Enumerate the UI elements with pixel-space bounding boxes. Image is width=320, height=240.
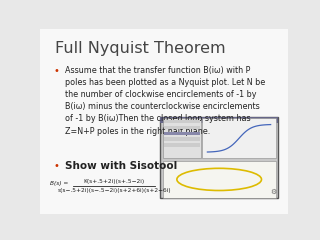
Text: •: • xyxy=(54,66,60,76)
Text: Full Nyquist Theorem: Full Nyquist Theorem xyxy=(55,41,226,56)
Text: Show with Sisotool: Show with Sisotool xyxy=(65,161,177,171)
Text: •: • xyxy=(54,161,60,171)
FancyBboxPatch shape xyxy=(36,26,292,216)
Bar xyxy=(164,126,200,129)
Text: K(s+.5+2i)(s+.5−2i): K(s+.5+2i)(s+.5−2i) xyxy=(84,180,145,184)
FancyBboxPatch shape xyxy=(160,117,278,198)
Bar xyxy=(160,117,278,123)
Bar xyxy=(164,120,200,123)
Text: s(s−.5+2i)(s−.5−2i)(s+2+6i)(s+2−6i): s(s−.5+2i)(s−.5−2i)(s+2+6i)(s+2−6i) xyxy=(58,188,171,193)
Text: ⚙: ⚙ xyxy=(270,189,276,195)
Text: Assume that the transfer function B(iω) with P
poles has been plotted as a Nyqui: Assume that the transfer function B(iω) … xyxy=(65,66,265,136)
Bar xyxy=(164,138,200,141)
Text: B(s) =: B(s) = xyxy=(50,181,68,186)
Bar xyxy=(203,118,276,158)
Bar xyxy=(163,161,276,198)
Bar xyxy=(163,118,201,158)
Bar xyxy=(164,143,200,147)
Bar xyxy=(164,132,200,135)
Bar xyxy=(164,132,200,135)
